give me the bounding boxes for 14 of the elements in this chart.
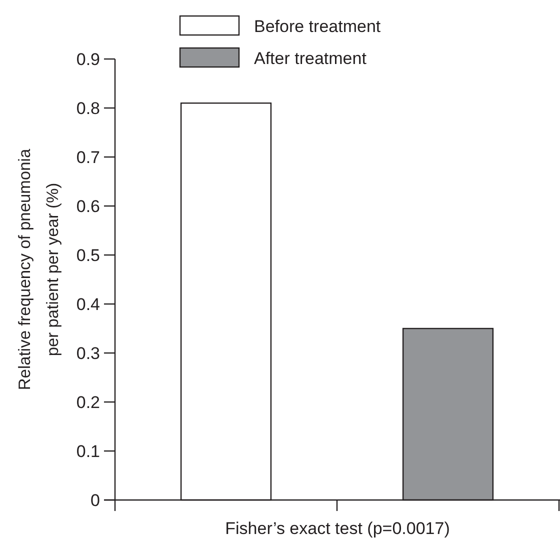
y-tick-label: 0.6	[76, 196, 100, 216]
legend-label: Before treatment	[254, 16, 381, 36]
y-tick-label: 0.3	[76, 344, 100, 363]
y-tick-label: 0.5	[76, 246, 100, 265]
y-tick-label: 0.4	[76, 294, 100, 314]
x-axis-title: Fisher’s exact test (p=0.0017)	[225, 519, 450, 538]
y-tick-label: 0	[90, 490, 100, 510]
legend-label: After treatment	[254, 48, 367, 68]
y-tick-label: 0.1	[76, 442, 100, 461]
y-tick-label: 0.8	[76, 98, 100, 118]
y-axis-title: Relative frequency of pneumonia per patient per year (%)	[16, 148, 62, 390]
y-tick-label: 0.7	[76, 148, 100, 167]
y-tick-label: 0.2	[76, 392, 100, 412]
y-tick-label: 0.9	[76, 50, 100, 69]
